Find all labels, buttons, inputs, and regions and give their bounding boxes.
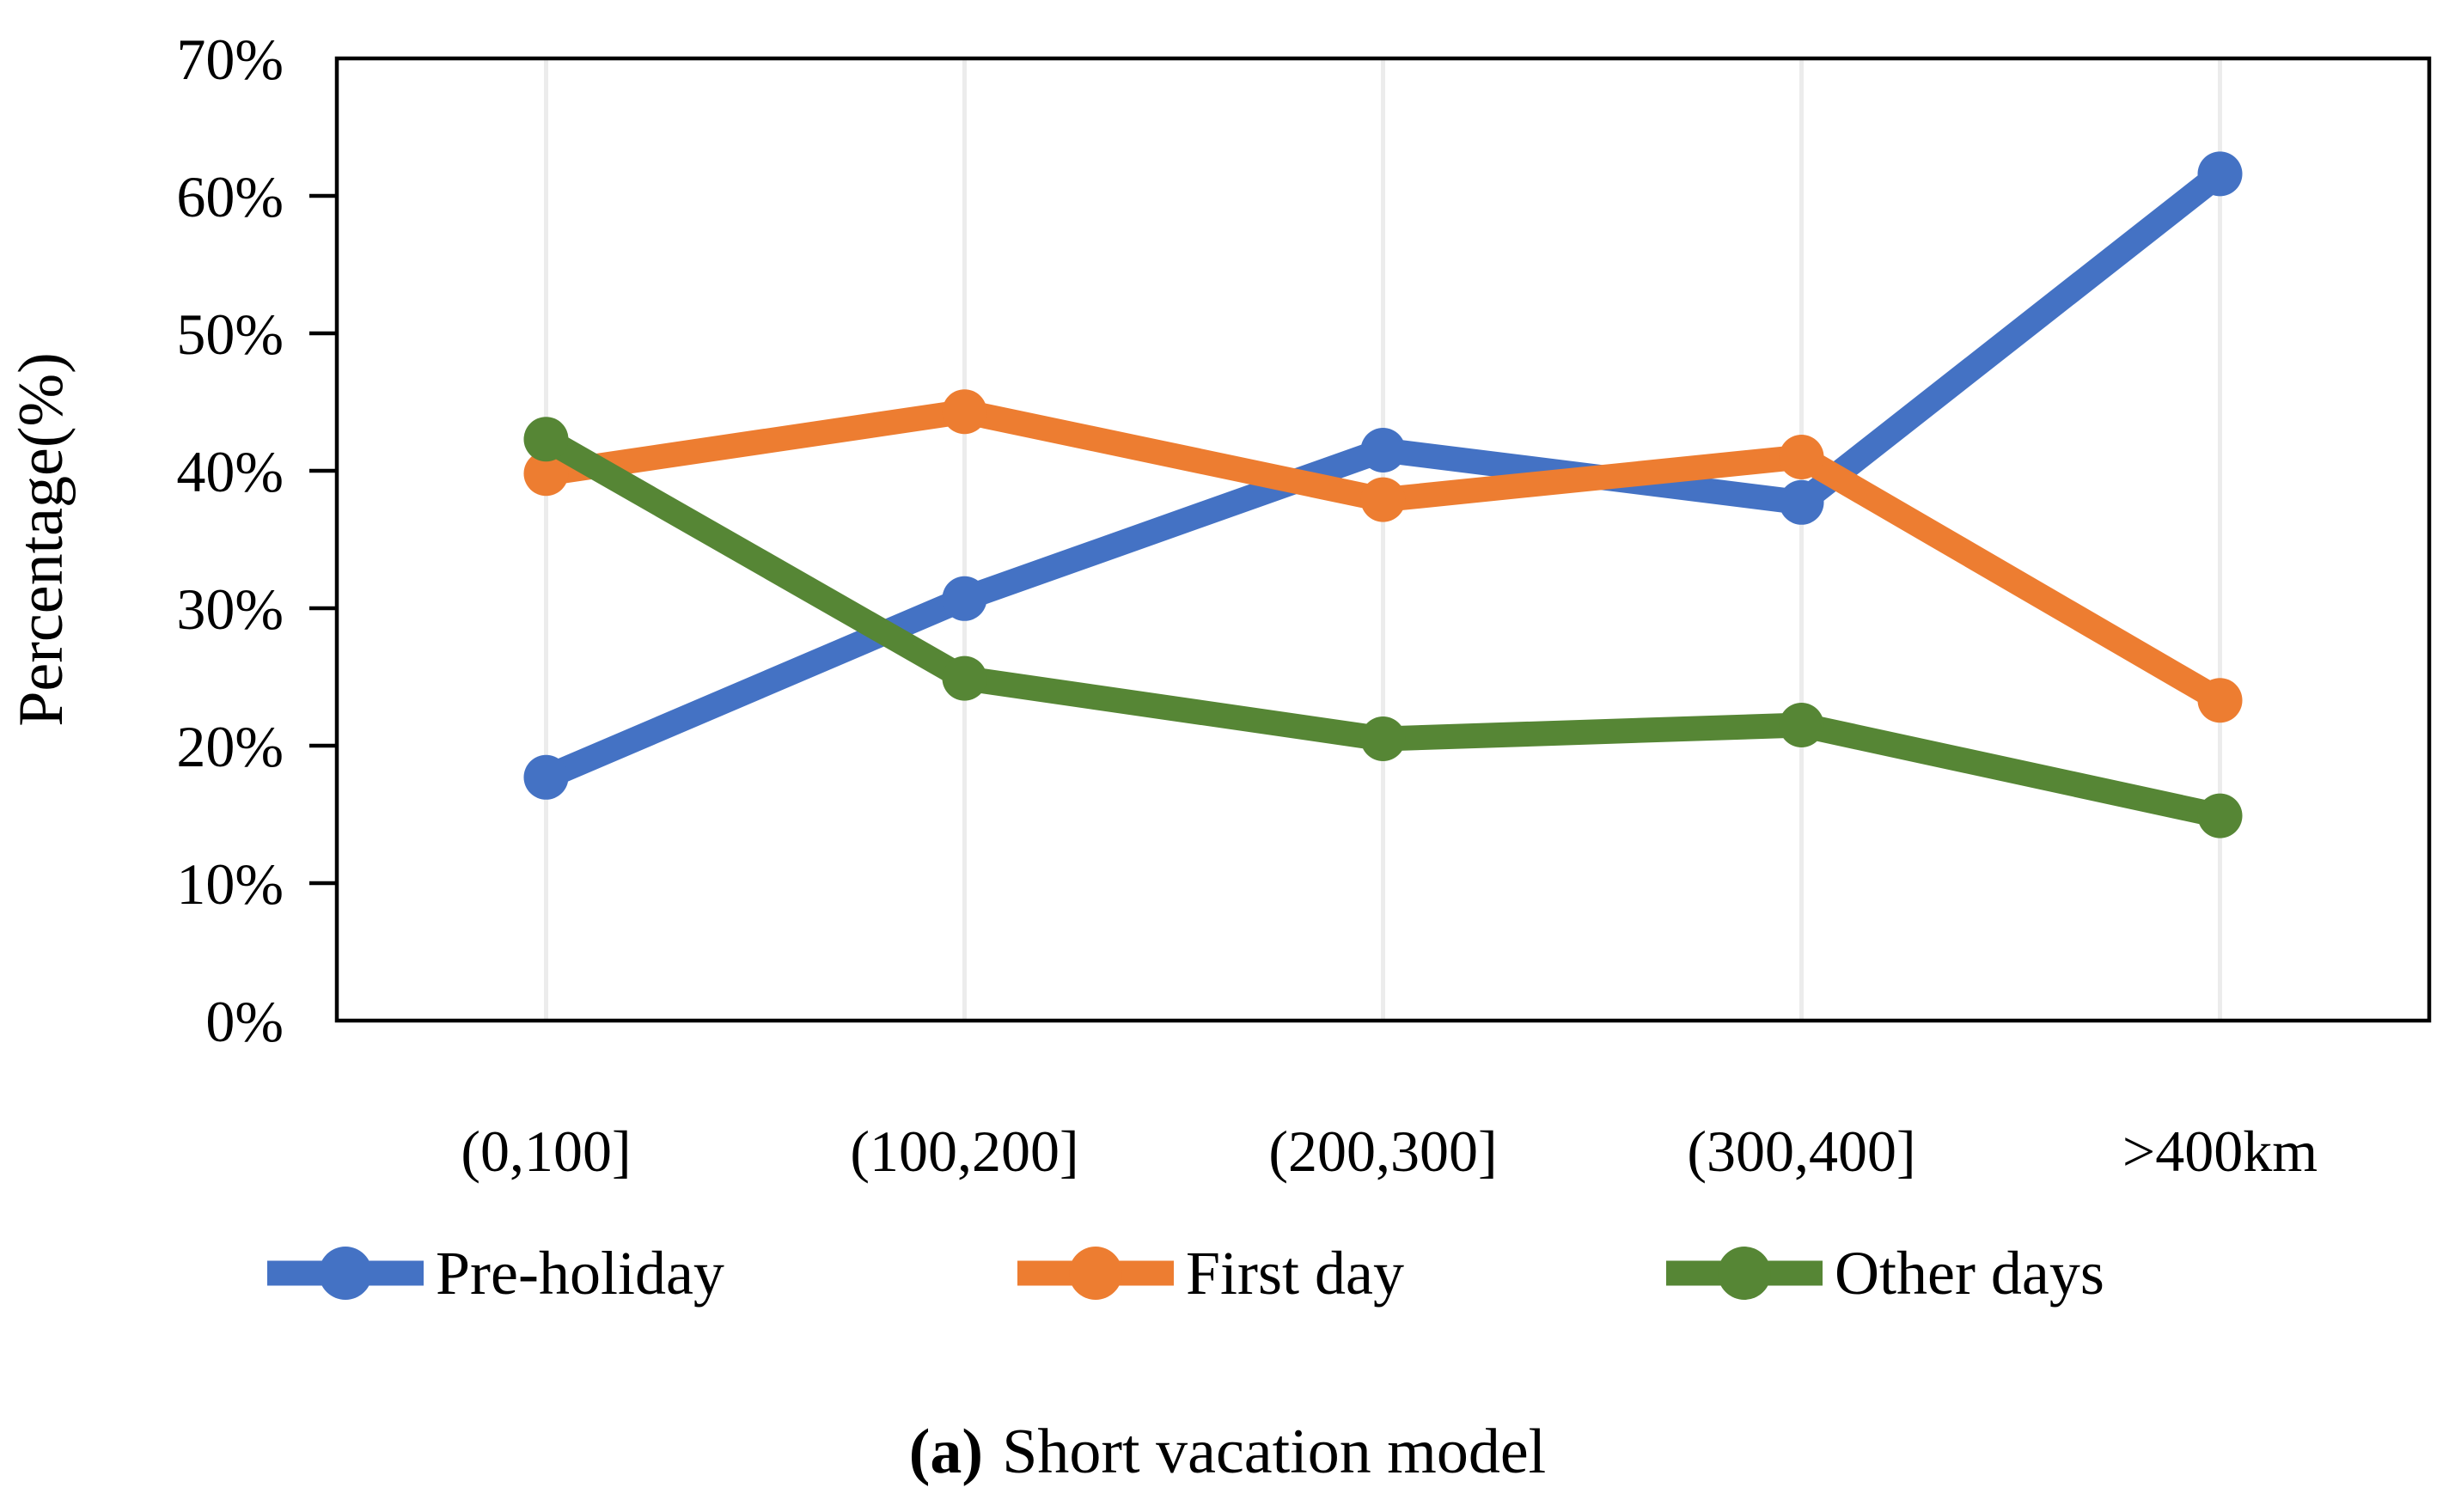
data-point-other-days-2 xyxy=(1360,716,1406,761)
data-point-pre-holiday-1 xyxy=(942,576,987,621)
y-axis-title: Percentage(%) xyxy=(6,352,76,727)
y-tick-label: 60% xyxy=(176,164,284,229)
x-category-label: >400km xyxy=(2122,1119,2318,1184)
data-point-first-day-4 xyxy=(2197,678,2243,723)
legend-label-pre-holiday: Pre-holiday xyxy=(436,1238,724,1308)
x-category-label: (0,100] xyxy=(461,1119,631,1184)
caption-text: Short vacation model xyxy=(1002,1417,1547,1487)
x-category-label: (200,300] xyxy=(1268,1119,1497,1184)
data-point-first-day-0 xyxy=(523,451,569,497)
y-tick-label: 70% xyxy=(176,27,284,92)
y-tick-label: 30% xyxy=(176,576,284,642)
data-point-first-day-3 xyxy=(1779,435,1824,479)
figure-caption: (a) Short vacation model xyxy=(0,1416,2455,1489)
data-point-first-day-2 xyxy=(1360,477,1406,522)
gridlines-group xyxy=(544,58,2222,1021)
legend-label-first-day: First day xyxy=(1186,1238,1405,1308)
legend-item-other-days: Other days xyxy=(1666,1230,2104,1316)
x-category-label: (100,200] xyxy=(850,1119,1078,1184)
legend-item-pre-holiday: Pre-holiday xyxy=(267,1230,724,1316)
axis-labels-group: 0% 10% 20% 30% 40% 50% 60% 70% (0,100] (100,200] (… xyxy=(176,27,2318,1184)
plot-border xyxy=(334,56,2432,1023)
y-tick-label: 20% xyxy=(176,714,284,779)
legend-label-other-days: Other days xyxy=(1835,1238,2104,1308)
data-point-other-days-4 xyxy=(2197,793,2243,838)
x-category-label: (300,400] xyxy=(1687,1119,1915,1184)
y-tick-label: 50% xyxy=(176,302,284,367)
caption-label: (a) xyxy=(908,1417,984,1487)
y-tick-label: 0% xyxy=(205,989,284,1054)
legend-marker-other-days xyxy=(1666,1241,1823,1306)
data-point-pre-holiday-0 xyxy=(523,754,569,800)
y-tick-label: 10% xyxy=(176,851,284,917)
legend-dot-icon xyxy=(319,1247,372,1300)
legend-marker-first-day xyxy=(1017,1241,1174,1306)
legend-item-first-day: First day xyxy=(1017,1230,1404,1316)
data-point-pre-holiday-2 xyxy=(1360,428,1406,472)
y-tick-label: 40% xyxy=(176,439,284,504)
data-point-other-days-1 xyxy=(942,655,987,701)
series-group xyxy=(523,151,2243,838)
data-point-other-days-3 xyxy=(1779,703,1824,747)
data-point-first-day-1 xyxy=(942,389,987,435)
plot-frame-group xyxy=(309,56,2432,1023)
legend-dot-icon xyxy=(1718,1247,1771,1300)
data-point-pre-holiday-4 xyxy=(2197,151,2243,197)
data-point-other-days-0 xyxy=(523,417,569,462)
legend-marker-pre-holiday xyxy=(267,1241,424,1306)
data-point-pre-holiday-3 xyxy=(1779,479,1824,525)
legend-dot-icon xyxy=(1069,1247,1122,1300)
